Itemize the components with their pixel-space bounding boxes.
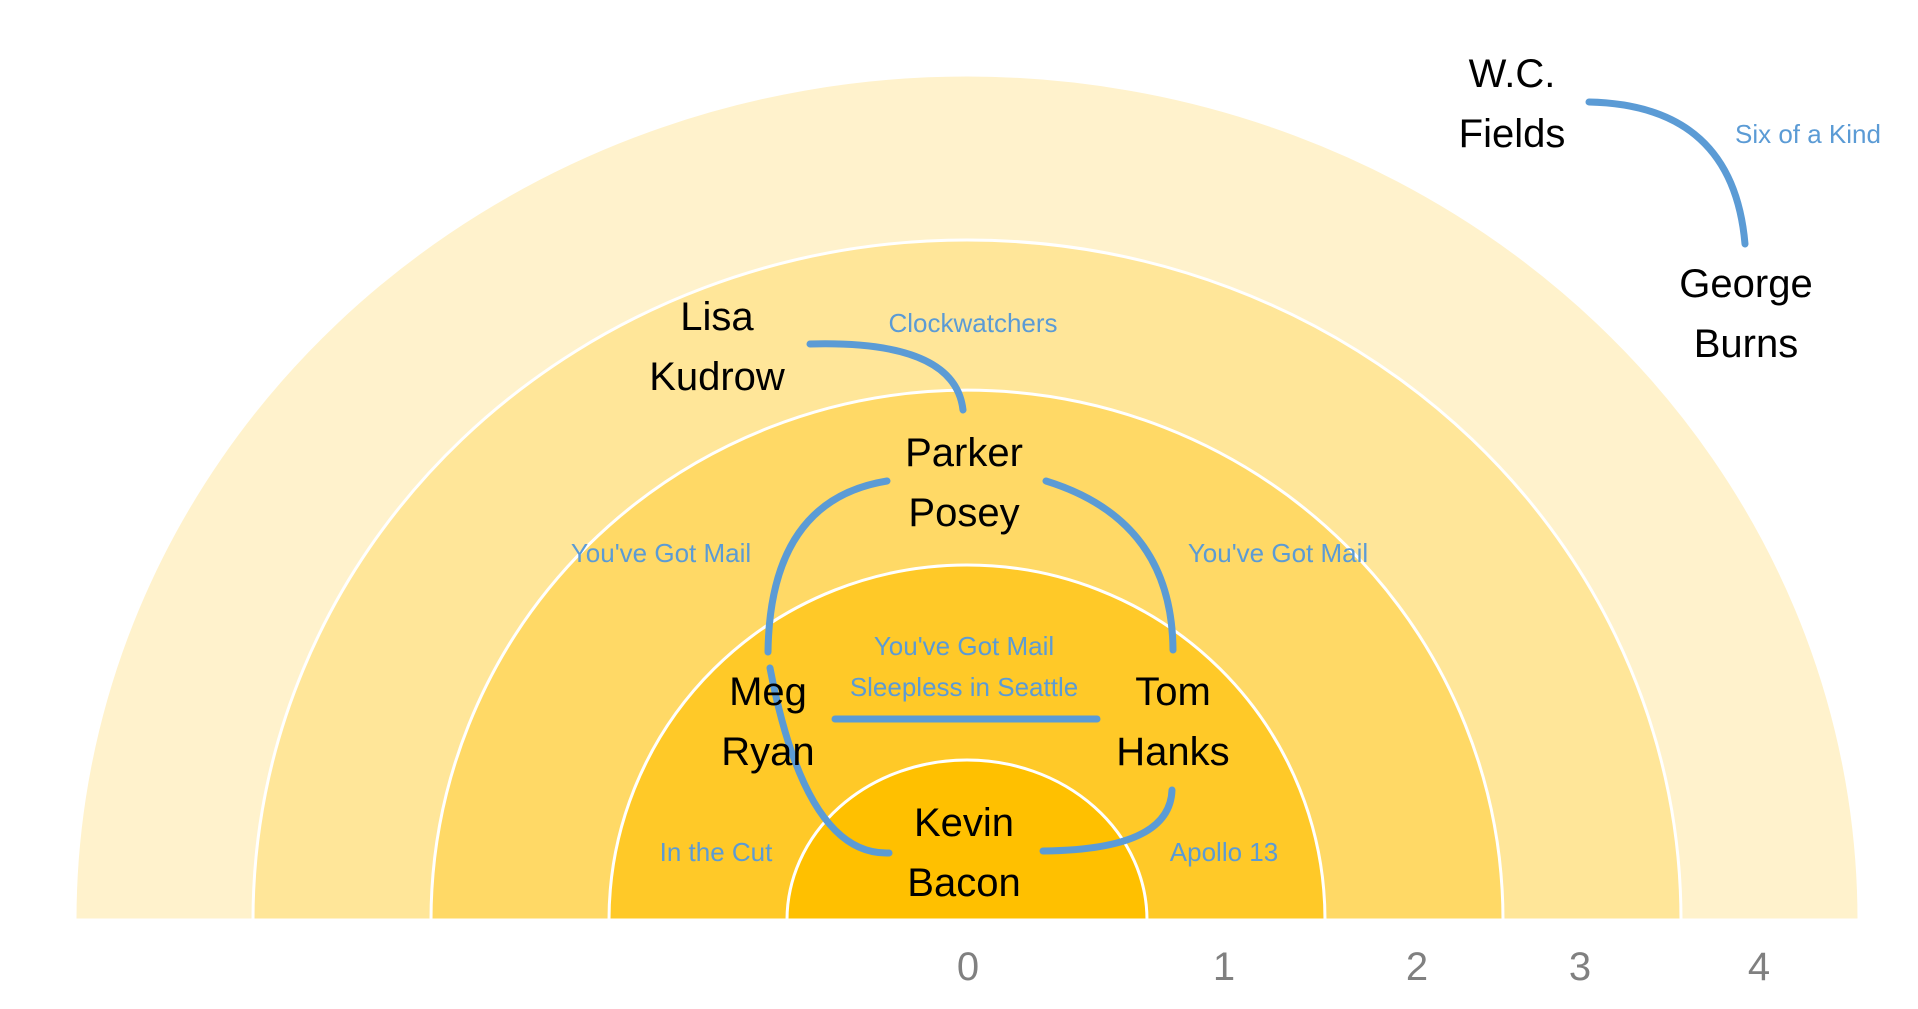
edge-meg-parker xyxy=(764,477,891,656)
actor-name-line-1: Kevin xyxy=(914,801,1014,845)
movie-label-tom-parker: You've Got Mail xyxy=(1188,538,1368,568)
actor-name-line-2: Ryan xyxy=(721,730,814,774)
actor-lisa-kudrow: Lisa Kudrow xyxy=(649,295,785,399)
actor-tom-hanks: Tom Hanks xyxy=(1116,670,1229,774)
tick-label-4: 4 xyxy=(1748,945,1770,989)
movie-label-meg-parker: You've Got Mail xyxy=(571,538,751,568)
ring-degree-0 xyxy=(785,758,1149,922)
movie-label-in-the-cut: In the Cut xyxy=(660,837,774,867)
actor-parker-posey: Parker Posey xyxy=(905,431,1023,535)
actor-name-line-2: Burns xyxy=(1694,322,1799,366)
edge-parker-lisa xyxy=(806,340,967,414)
tick-label-2: 2 xyxy=(1406,945,1428,989)
actor-kevin-bacon: Kevin Bacon xyxy=(907,801,1020,905)
actor-meg-ryan: Meg Ryan xyxy=(721,670,814,774)
actor-name-line-2: Fields xyxy=(1459,112,1566,156)
tick-label-3: 3 xyxy=(1569,945,1591,989)
edge-kevin-tom xyxy=(1039,786,1176,855)
edge-wc-george xyxy=(1585,98,1749,248)
actor-name-line-2: Posey xyxy=(908,491,1019,535)
degree-axis: 0 1 2 3 4 xyxy=(957,945,1770,989)
movie-label-clockwatchers: Clockwatchers xyxy=(888,308,1057,338)
movie-label-six-of-a-kind: Six of a Kind xyxy=(1735,119,1881,149)
actor-george-burns: George Burns xyxy=(1679,262,1812,366)
tick-label-1: 1 xyxy=(1213,945,1235,989)
actor-name-line-1: George xyxy=(1679,262,1812,306)
edge-kevin-meg xyxy=(766,664,893,857)
actor-name-line-1: Lisa xyxy=(680,295,754,339)
actor-name-line-1: Parker xyxy=(905,431,1023,475)
edge-tom-parker xyxy=(1042,477,1177,654)
movie-label-meg-tom-1: You've Got Mail xyxy=(874,631,1054,661)
movie-label-apollo-13: Apollo 13 xyxy=(1170,837,1278,867)
actor-name-line-2: Hanks xyxy=(1116,730,1229,774)
actor-name-line-1: Tom xyxy=(1135,670,1211,714)
movie-label-meg-tom-2: Sleepless in Seattle xyxy=(850,672,1078,702)
actor-name-line-1: W.C. xyxy=(1469,52,1556,96)
actor-name-line-2: Kudrow xyxy=(649,355,785,399)
tick-label-0: 0 xyxy=(957,945,979,989)
actor-wc-fields: W.C. Fields xyxy=(1459,52,1566,156)
actor-name-line-2: Bacon xyxy=(907,861,1020,905)
actor-name-line-1: Meg xyxy=(729,670,807,714)
